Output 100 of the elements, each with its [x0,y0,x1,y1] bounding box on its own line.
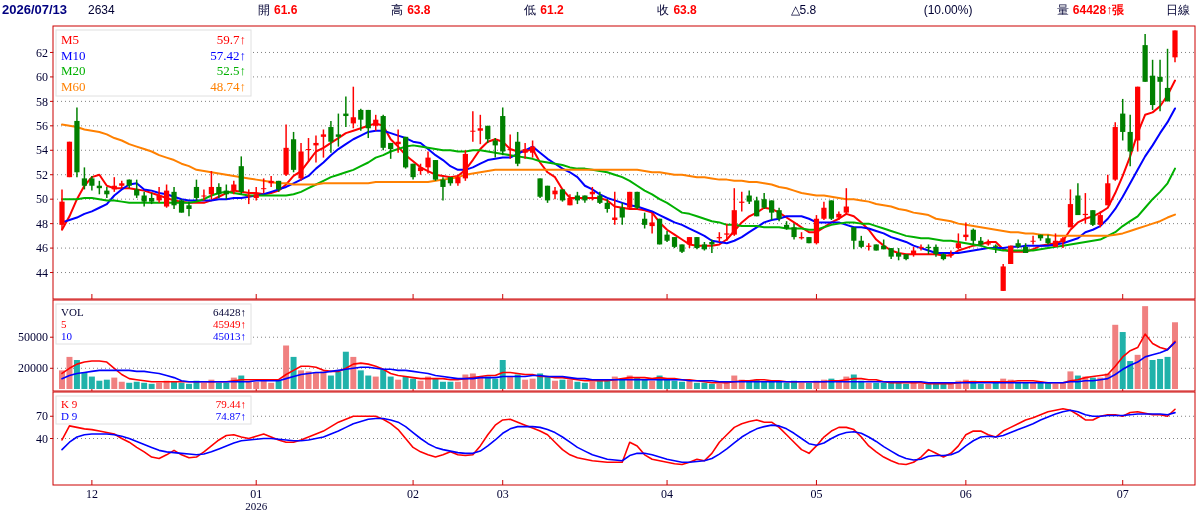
candlestick [470,110,476,143]
candlestick [358,107,364,132]
candlestick [328,120,334,154]
x-tick-label: 05 [810,487,823,501]
bar [1172,322,1178,389]
text: VOL 64428↑ [61,305,246,318]
text: K 9 79.44↑ [61,397,246,410]
candlestick [1157,59,1163,112]
line-series [61,341,1176,384]
bar [111,377,118,389]
bar [507,376,514,389]
bar [499,360,506,389]
bar [514,374,521,389]
candlestick [1105,173,1111,207]
candlestick [724,222,730,242]
candlestick [171,186,177,210]
y-tick-label: 44 [36,265,48,280]
text: (10.00%) [923,3,973,17]
x-tick-label: 04 [661,487,674,501]
bar [522,379,529,389]
candlestick [537,177,543,199]
candlestick [156,186,162,204]
text: M5 59.7↑ [61,32,246,48]
text: M20 52.5↑ [61,63,246,79]
y-tick-label: 62 [36,45,48,60]
text: 低 61.2 [524,3,564,17]
candlestick [81,166,88,191]
candlestick [335,112,341,148]
bar [529,378,536,389]
bar [686,380,693,389]
bar [1052,383,1059,389]
candlestick [1075,182,1081,216]
candlestick [208,170,215,200]
candlestick [1030,235,1036,246]
candlestick [193,178,200,202]
text: M10 57.42↑ [61,47,246,63]
bar [865,382,872,389]
bar [641,379,648,389]
candlestick [432,159,439,182]
text: 2026 [245,500,268,512]
bar [298,370,305,389]
x-tick-label: 03 [496,487,509,501]
candlestick [163,183,170,209]
candlestick [134,178,140,199]
bar [275,380,282,389]
chart-title: 2026/07/13 [2,2,68,17]
bar [342,351,349,389]
bar [544,376,551,389]
text: M60 48.74↑ [61,78,246,94]
text: 收 63.8 [657,3,698,17]
text: 5 45949↑ [61,317,246,330]
candlestick [619,202,625,226]
text: 日線 [1166,3,1190,17]
bar [103,379,110,389]
bar [559,379,566,389]
y-tick-label: 58 [36,94,48,109]
bar [1164,356,1171,389]
bar [589,381,596,389]
candlestick [522,142,528,160]
y-tick-label: 40 [36,431,48,446]
candlestick [821,200,827,221]
candlestick [843,187,849,216]
y-tick-label: 48 [36,216,48,231]
candlestick [313,134,319,164]
y-tick-label: 50 [36,192,48,207]
candlestick [851,226,857,251]
y-tick-label: 70 [36,409,48,424]
y-tick-label: 52 [36,167,48,182]
candlestick [305,137,312,163]
x-tick-label: 06 [959,487,972,501]
line-series [61,123,1176,237]
bar [395,379,402,389]
candlestick [425,150,431,175]
candlestick [186,200,192,218]
text: 開 61.6 [258,3,298,17]
bar [372,376,379,389]
candlestick [1164,48,1171,103]
x-tick-label: 07 [1116,487,1129,501]
candlestick [515,131,521,167]
candlestick [918,243,924,252]
candlestick [201,188,207,202]
candlestick [828,199,834,221]
bar [156,382,163,389]
bar [118,381,125,389]
text: D 9 74.87↑ [61,409,246,422]
bar [387,376,394,389]
candlestick [350,85,356,130]
bar [552,380,558,389]
text: 量 64428↑張 [1056,3,1126,17]
bar [873,382,880,389]
bar [985,383,992,389]
candlestick [649,211,655,235]
candlestick [365,109,371,139]
candlestick [1120,98,1126,142]
text: 高 63.8 [391,3,431,17]
y-tick-label: 46 [36,241,48,256]
bar [977,383,984,389]
text: △5.8 [790,3,817,17]
bar [148,383,155,389]
candlestick [552,186,558,200]
